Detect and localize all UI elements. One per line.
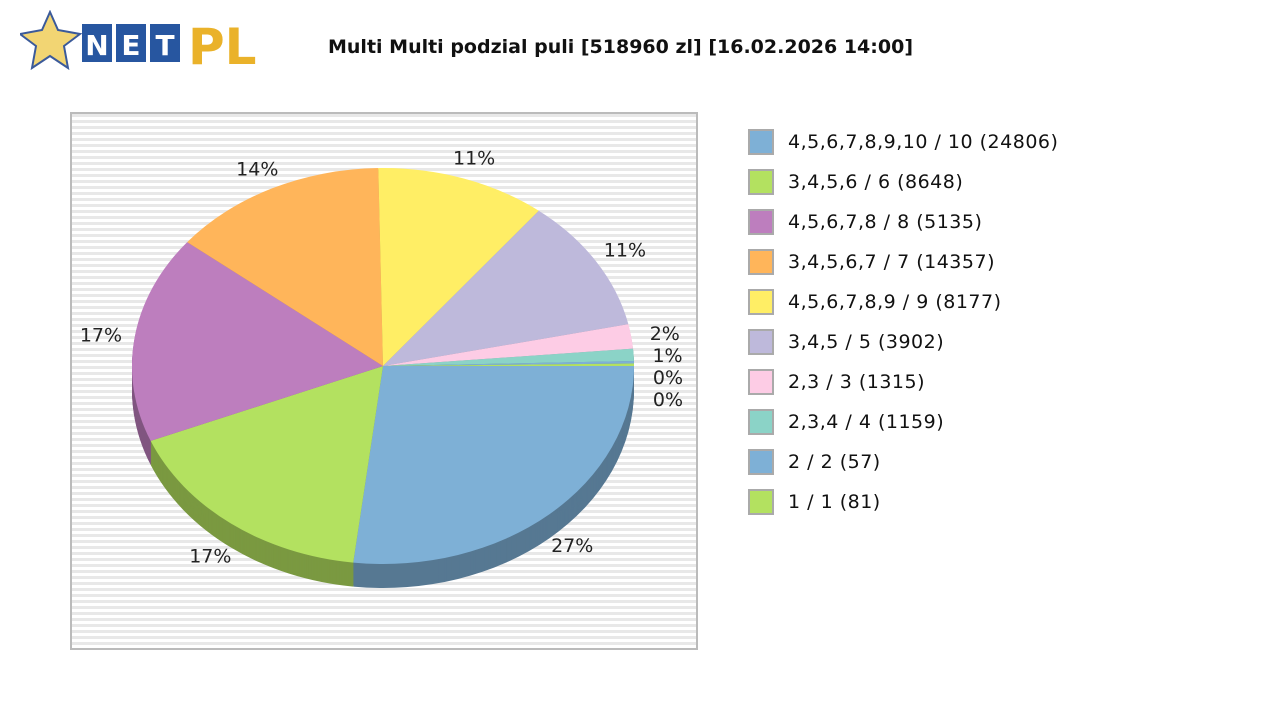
legend-item: 3,4,5,6,7 / 7 (14357) [748,242,1058,282]
pie-chart: 27%17%17%14%11%11%2%1%0%0% [70,112,698,650]
legend-swatch [748,449,774,475]
legend-label: 2 / 2 (57) [788,451,881,473]
legend-label: 4,5,6,7,8,9 / 9 (8177) [788,291,1002,313]
legend-item: 4,5,6,7,8,9,10 / 10 (24806) [748,122,1058,162]
legend-swatch [748,329,774,355]
legend-item: 4,5,6,7,8 / 8 (5135) [748,202,1058,242]
pie-slice[interactable] [383,210,629,366]
pie-slice[interactable] [383,361,634,366]
legend-swatch [748,289,774,315]
data-label: 14% [236,159,278,181]
legend-item: 2 / 2 (57) [748,442,1058,482]
data-label: 27% [551,535,593,557]
legend: 4,5,6,7,8,9,10 / 10 (24806) 3,4,5,6 / 6 (… [748,122,1058,522]
legend-label: 3,4,5,6 / 6 (8648) [788,171,964,193]
pie-slice[interactable] [150,366,383,563]
legend-item: 3,4,5 / 5 (3902) [748,322,1058,362]
legend-label: 1 / 1 (81) [788,491,881,513]
legend-swatch [748,209,774,235]
pie-slice[interactable] [187,168,383,366]
pie-slice[interactable] [383,363,634,366]
chart-title: Multi Multi podzial puli [518960 zl] [16… [328,36,914,58]
legend-swatch [748,249,774,275]
data-label: 11% [453,148,495,170]
legend-swatch [748,369,774,395]
data-label: 1% [652,345,682,367]
legend-label: 4,5,6,7,8,9,10 / 10 (24806) [788,131,1059,153]
svg-text:N: N [85,29,108,62]
pie-slice[interactable] [353,366,634,564]
data-label: 11% [604,240,646,262]
legend-swatch [748,409,774,435]
star-icon [20,10,83,70]
legend-swatch [748,129,774,155]
legend-label: 2,3,4 / 4 (1159) [788,411,945,433]
data-label: 17% [80,324,122,346]
data-label: 17% [189,545,231,567]
legend-swatch [748,169,774,195]
pie-slice[interactable] [131,242,383,441]
pie-slice[interactable] [383,348,634,366]
legend-label: 2,3 / 3 (1315) [788,371,926,393]
legend-item: 1 / 1 (81) [748,482,1058,522]
svg-text:E: E [121,29,140,62]
data-label: 0% [653,389,683,411]
legend-label: 3,4,5,6,7 / 7 (14357) [788,251,995,273]
legend-item: 3,4,5,6 / 6 (8648) [748,162,1058,202]
legend-item: 4,5,6,7,8,9 / 9 (8177) [748,282,1058,322]
data-label: 0% [653,367,683,389]
svg-text:PL: PL [188,18,257,70]
legend-item: 2,3 / 3 (1315) [748,362,1058,402]
pie-slice[interactable] [378,168,539,366]
svg-text:T: T [155,29,174,62]
legend-swatch [748,489,774,515]
legend-label: 3,4,5 / 5 (3902) [788,331,945,353]
legend-label: 4,5,6,7,8 / 8 (5135) [788,211,983,233]
legend-item: 2,3,4 / 4 (1159) [748,402,1058,442]
netpl-logo: N E T PL [20,10,257,70]
data-label: 2% [650,323,680,345]
pie-slice[interactable] [383,324,634,366]
